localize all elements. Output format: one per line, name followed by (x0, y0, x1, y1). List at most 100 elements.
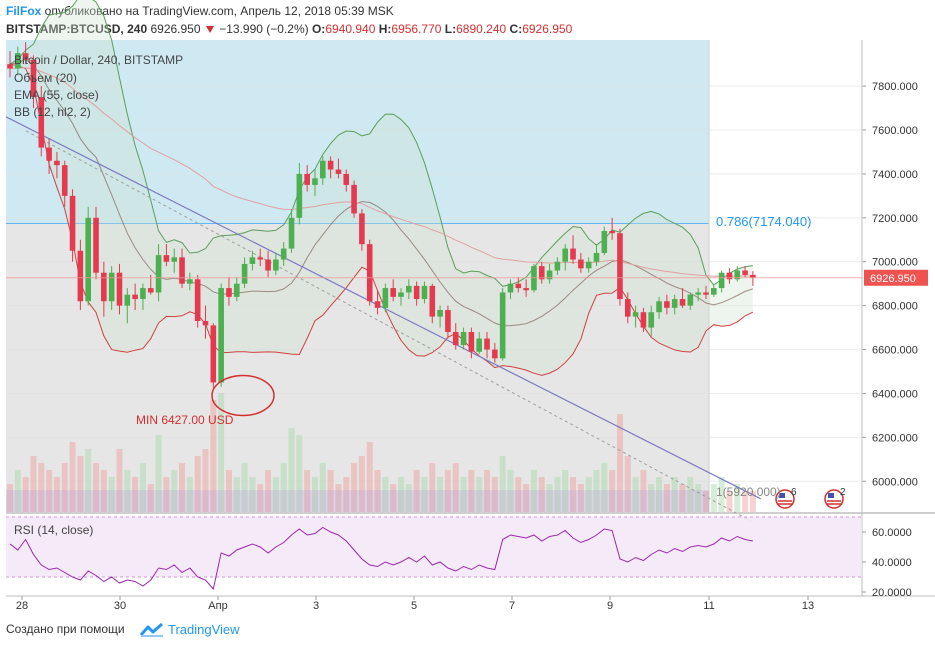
volume-bar (61, 463, 68, 512)
legend-bb[interactable]: BB (12, hl2, 2) (14, 105, 91, 119)
time-tick-label: 9 (607, 600, 613, 612)
close-value: 6926.950 (522, 22, 573, 36)
rsi-band (6, 517, 862, 577)
candle-body (359, 213, 365, 245)
volume-bar (413, 470, 420, 512)
candle-body (445, 310, 451, 332)
candle-body (452, 331, 459, 346)
volume-bar (53, 477, 60, 512)
volume-bar (132, 477, 139, 512)
volume-bar (632, 477, 639, 512)
candle-body (226, 288, 232, 297)
legend-ema[interactable]: EMA (55, close) (14, 88, 99, 102)
candle-body (210, 325, 217, 383)
volume-bar (546, 484, 553, 512)
us-flag-canton (828, 493, 834, 498)
volume-bar (311, 477, 318, 512)
candle-body (585, 261, 592, 269)
high-label: H: (378, 22, 392, 36)
volume-bar (194, 456, 201, 512)
volume-bar (671, 477, 678, 512)
volume-bar (241, 463, 248, 512)
candle-body (77, 250, 84, 302)
volume-bar (304, 470, 311, 512)
candle-body (218, 288, 224, 383)
flag-marker-right[interactable] (824, 489, 844, 509)
bb-upper-line (9, 0, 753, 287)
volume-bar (210, 400, 217, 512)
candle-body (382, 288, 389, 308)
volume-bar (233, 477, 240, 512)
candle-body (648, 312, 655, 328)
candle-body (327, 160, 334, 170)
time-axis[interactable]: 28 30 Апр 3 5 7 9 11 13 (16, 596, 814, 612)
time-tick-label: 13 (802, 600, 814, 612)
candle-body (22, 53, 29, 60)
fib-zones (6, 40, 710, 512)
annotations: 6926.950 (6, 269, 928, 417)
tradingview-brand[interactable]: TradingView (168, 622, 240, 637)
volume-bar (499, 456, 506, 512)
high-value: 6956.770 (391, 22, 442, 36)
gridlines (6, 85, 862, 482)
min-circle (211, 374, 275, 417)
candle-body (273, 259, 279, 271)
candle-body (570, 248, 576, 260)
candle-body (734, 270, 741, 280)
candle-body (187, 279, 193, 284)
legend-volume[interactable]: Объем (20) (14, 71, 77, 85)
candle-body (233, 283, 240, 297)
candle-body (413, 285, 420, 300)
candle-body (85, 217, 91, 302)
legend-title[interactable]: Bitcoin / Dollar, 240, BITSTAMP (14, 53, 184, 67)
volume-bar (437, 477, 444, 512)
volume-bar (382, 477, 389, 512)
candle-body (304, 173, 310, 185)
candle-body (46, 147, 52, 161)
price-axis[interactable]: 7800.000 7600.000 7400.000 7200.000 7000.000… (862, 81, 918, 488)
volume-bar (100, 470, 107, 512)
candle-body (679, 299, 686, 306)
time-tick-label: 7 (509, 600, 515, 612)
candle-body (554, 261, 561, 271)
candle-body (108, 272, 115, 302)
candle-body (656, 301, 662, 313)
fib-zone-upper (6, 40, 709, 224)
volume-bar (186, 477, 193, 512)
volume-bar (570, 477, 577, 512)
volume-band (6, 490, 709, 512)
volume-bar (225, 470, 232, 512)
candle-body (38, 97, 45, 148)
volume-bar (327, 470, 334, 512)
candle-body (437, 310, 443, 317)
volume-bar (30, 456, 37, 512)
volume-bar (124, 470, 131, 512)
volume-bar (296, 435, 303, 512)
time-tick-label: 30 (114, 600, 126, 612)
volume-bar (554, 477, 561, 512)
legend-rsi[interactable]: RSI (14, close) (14, 523, 94, 537)
candle-body (163, 255, 170, 262)
candle-body (132, 294, 138, 300)
price-tick-label: 6200.000 (872, 432, 918, 444)
volume-bar (702, 491, 709, 512)
volume-bar (507, 470, 514, 512)
volume-bar (718, 477, 725, 512)
candle-body (351, 184, 357, 214)
rsi-line (9, 526, 753, 591)
volume-bar (577, 484, 584, 512)
candle-body (61, 165, 68, 196)
volume-bar (46, 470, 53, 512)
candle-body (390, 288, 396, 297)
tradingview-logo-icon[interactable] (140, 623, 164, 637)
candle-body (398, 292, 404, 297)
volume-bar (742, 491, 749, 512)
flag-marker-left[interactable] (775, 489, 795, 509)
rsi-pane[interactable]: 60.0000 40.0000 20.0000 (6, 516, 912, 599)
price-tick-label: 6600.000 (872, 345, 918, 357)
author-name[interactable]: FilFox (6, 4, 42, 18)
price-tick-label: 7000.000 (872, 257, 918, 269)
candle-body (366, 244, 373, 302)
volume-bar (484, 470, 491, 512)
